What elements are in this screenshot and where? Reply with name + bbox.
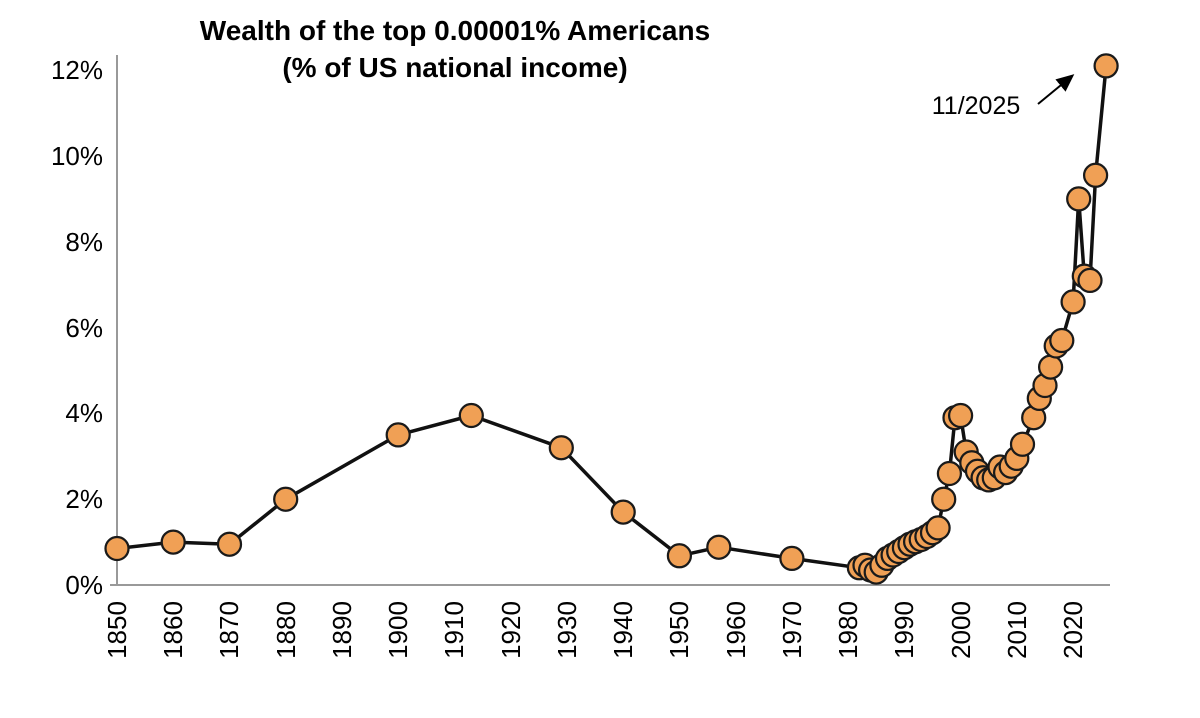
data-point [1077, 267, 1103, 294]
series [104, 53, 1119, 585]
data-point [1066, 186, 1092, 212]
data-point [936, 460, 963, 487]
x-tick-label: 2010 [1001, 601, 1032, 659]
x-tick-label: 1910 [439, 601, 470, 659]
x-tick-label: 1860 [158, 601, 189, 659]
data-point [1049, 327, 1075, 354]
data-point [216, 531, 243, 557]
chart-title-line1: Wealth of the top 0.00001% Americans [199, 15, 711, 46]
annotation-label: 11/2025 [931, 92, 1021, 120]
data-point [385, 422, 411, 448]
x-tick-label: 2020 [1058, 601, 1089, 659]
y-tick-label: 0% [65, 570, 103, 600]
data-point [706, 534, 732, 560]
x-tick-label: 1950 [664, 601, 695, 659]
x-tick-label: 1940 [608, 601, 639, 659]
data-point [160, 529, 186, 555]
x-tick-label: 1960 [720, 601, 751, 659]
data-point [1037, 354, 1064, 380]
chart-title: Wealth of the top 0.00001% Americans (% … [130, 12, 780, 86]
x-tick-label: 1920 [495, 601, 526, 659]
y-tick-label: 6% [65, 312, 103, 343]
data-point [925, 515, 951, 541]
chart-title-line2: (% of US national income) [282, 52, 628, 83]
x-tick-label: 1970 [776, 601, 807, 659]
data-point [610, 499, 636, 525]
x-tick-label: 1870 [214, 601, 245, 659]
y-tick-label: 2% [65, 484, 103, 515]
y-tick-label: 4% [65, 398, 103, 429]
data-point [104, 535, 130, 562]
data-point [548, 435, 574, 461]
x-tick-label: 1880 [270, 601, 301, 659]
data-point [1082, 162, 1109, 188]
x-tick-label: 2000 [945, 601, 976, 659]
x-tick-label: 1900 [383, 601, 414, 659]
y-tick-label: 8% [65, 226, 103, 257]
x-tick-label: 1890 [326, 601, 357, 659]
data-point [1093, 53, 1119, 79]
x-tick-label: 1930 [551, 601, 582, 659]
y-tick-label: 10% [50, 141, 103, 171]
data-point [1060, 289, 1086, 315]
annotation-arrow [1037, 74, 1075, 105]
data-point [273, 486, 299, 512]
series-line [115, 64, 1108, 574]
data-point [666, 543, 693, 569]
x-tick-label: 1990 [889, 601, 920, 659]
axes [110, 55, 1110, 586]
data-point [947, 402, 974, 429]
y-tick-label: 12% [50, 55, 103, 86]
x-tick-label: 1850 [102, 601, 132, 659]
annotation-arrow-line [1037, 74, 1075, 105]
data-point [1009, 431, 1036, 457]
data-point [779, 545, 805, 572]
data-point [931, 486, 957, 512]
data-point [458, 402, 484, 429]
x-tick-label: 1980 [833, 601, 864, 659]
